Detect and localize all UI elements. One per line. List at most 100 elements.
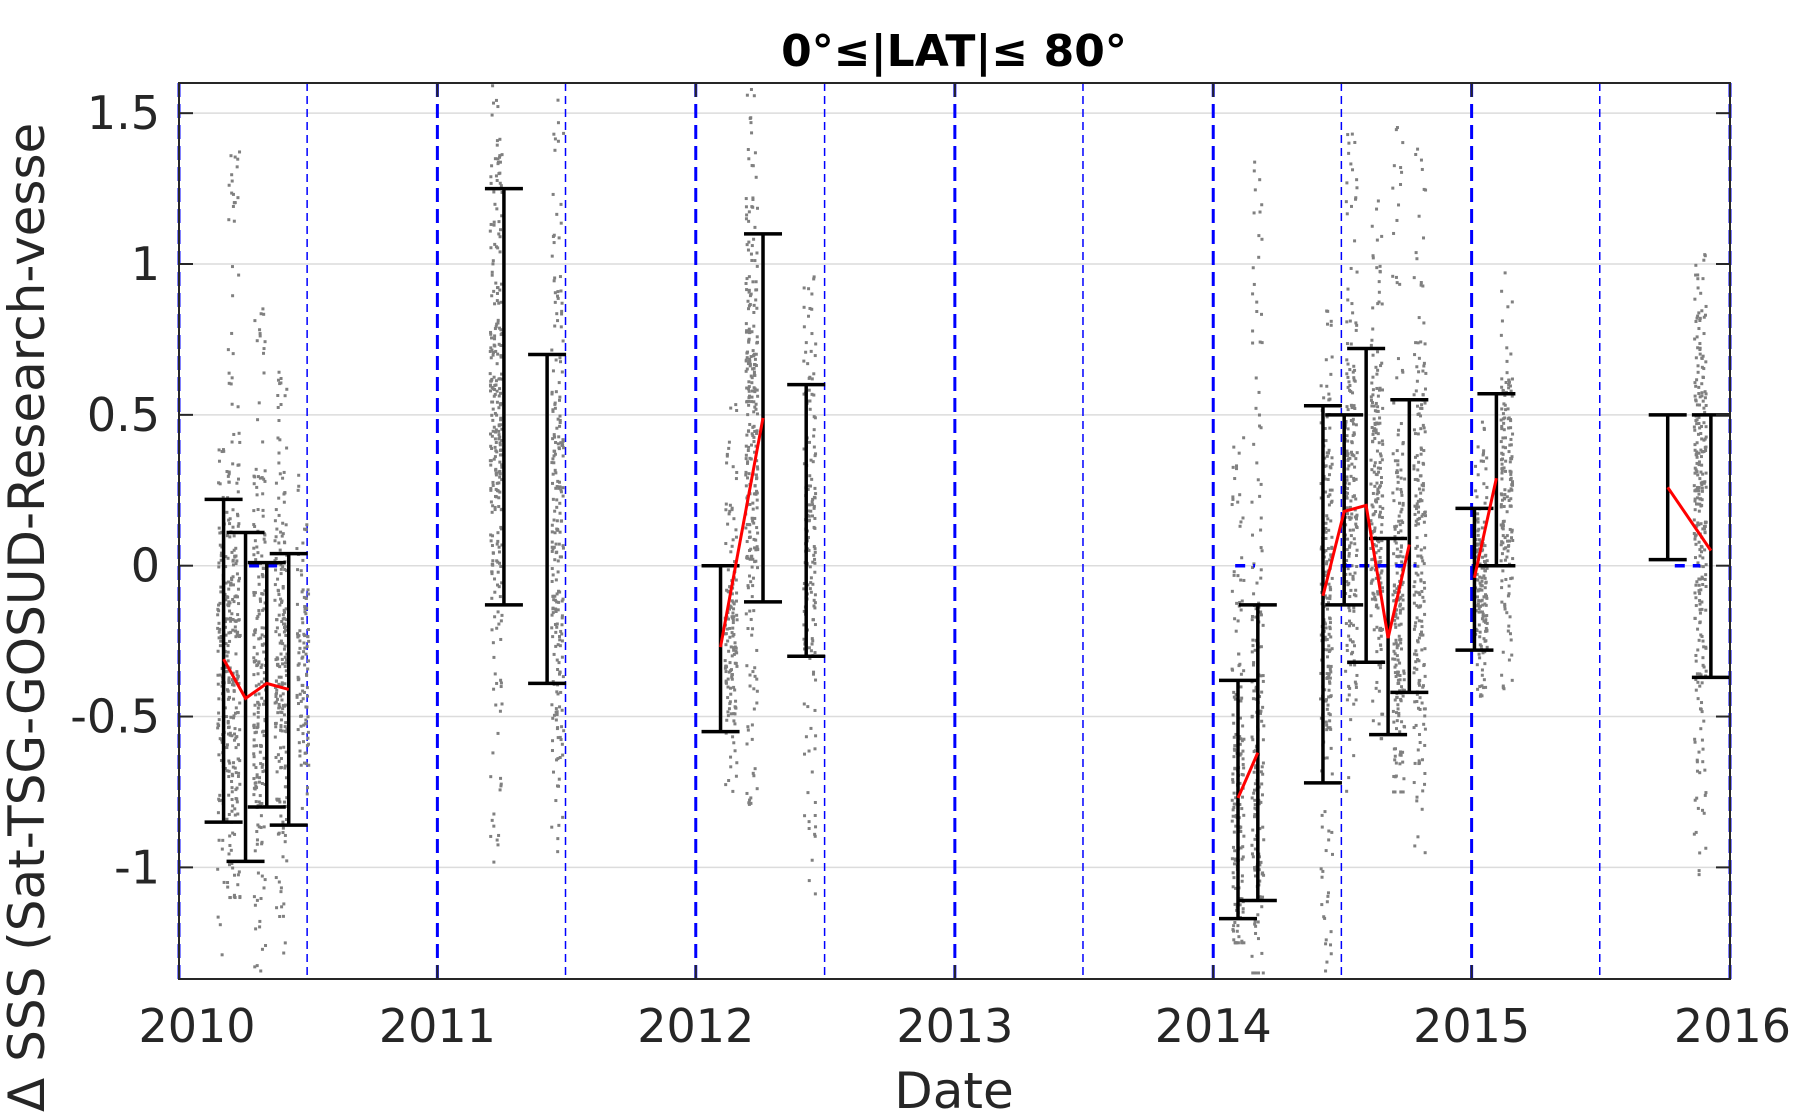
scatter-point (1417, 356, 1421, 360)
scatter-point (253, 319, 257, 323)
scatter-point (1511, 538, 1515, 542)
scatter-point (1481, 459, 1485, 463)
scatter-point (1254, 764, 1258, 768)
scatter-point (257, 692, 261, 696)
scatter-point (1348, 619, 1352, 623)
scatter-point (1395, 547, 1399, 551)
scatter-point (1351, 391, 1355, 395)
scatter-point (1423, 851, 1427, 855)
scatter-point (1353, 140, 1357, 144)
scatter-point (1395, 449, 1399, 453)
scatter-point (491, 504, 495, 508)
scatter-point (812, 604, 816, 608)
scatter-point (1700, 356, 1704, 360)
scatter-point (252, 553, 256, 557)
scatter-point (559, 738, 563, 742)
scatter-point (1395, 571, 1399, 575)
scatter-point (1483, 561, 1487, 565)
scatter-point (1233, 849, 1237, 853)
scatter-point (747, 472, 751, 476)
scatter-point (751, 519, 755, 523)
scatter-point (746, 387, 750, 391)
scatter-point (278, 382, 282, 386)
scatter-point (263, 699, 267, 703)
scatter-point (1346, 427, 1350, 431)
scatter-point (275, 688, 279, 692)
scatter-point (1414, 152, 1418, 156)
scatter-point (1480, 588, 1484, 592)
scatter-point (493, 327, 497, 331)
scatter-point (1423, 771, 1427, 775)
scatter-point (1694, 830, 1698, 834)
scatter-point (497, 394, 501, 398)
scatter-point (1413, 432, 1417, 436)
scatter-point (490, 818, 494, 822)
scatter-point (1328, 558, 1332, 562)
scatter-point (1328, 488, 1332, 492)
scatter-point (1239, 752, 1243, 756)
scatter-point (560, 742, 564, 746)
scatter-point (1354, 685, 1358, 689)
scatter-point (494, 467, 498, 471)
scatter-point (231, 716, 235, 720)
scatter-point (225, 669, 229, 673)
scatter-point (730, 615, 734, 619)
scatter-point (234, 652, 238, 656)
scatter-point (802, 447, 806, 451)
scatter-point (1352, 609, 1356, 613)
scatter-point (225, 654, 229, 658)
scatter-point (558, 418, 562, 422)
scatter-point (1500, 673, 1504, 677)
scatter-point (237, 771, 241, 775)
scatter-point (1395, 281, 1399, 285)
scatter-point (1399, 550, 1403, 554)
scatter-point (494, 428, 498, 432)
scatter-point (259, 826, 263, 830)
scatter-point (1500, 427, 1504, 431)
scatter-point (231, 192, 235, 196)
scatter-point (1371, 254, 1375, 258)
scatter-point (1416, 517, 1420, 521)
scatter-point (276, 711, 280, 715)
scatter-point (754, 473, 758, 477)
scatter-point (1694, 678, 1698, 682)
scatter-point (1401, 521, 1405, 525)
scatter-point (1378, 485, 1382, 489)
scatter-point (1347, 693, 1351, 697)
scatter-point (1704, 645, 1708, 649)
scatter-point (735, 651, 739, 655)
scatter-point (1346, 457, 1350, 461)
scatter-point (802, 702, 806, 706)
scatter-point (301, 588, 305, 592)
scatter-point (226, 697, 230, 701)
scatter-point (260, 874, 264, 878)
scatter-point (1349, 450, 1353, 454)
scatter-point (1478, 643, 1482, 647)
scatter-point (490, 413, 494, 417)
scatter-point (235, 572, 239, 576)
scatter-point (1380, 388, 1384, 392)
scatter-point (1324, 849, 1328, 853)
scatter-point (756, 467, 760, 471)
scatter-point (1700, 486, 1704, 490)
scatter-point (813, 593, 817, 597)
scatter-point (1499, 559, 1503, 563)
scatter-point (552, 132, 556, 136)
scatter-point (1413, 761, 1417, 765)
scatter-point (1234, 732, 1238, 736)
y-tick-label: 1.5 (87, 86, 160, 140)
scatter-point (263, 589, 267, 593)
scatter-point (230, 797, 234, 801)
scatter-point (1393, 665, 1397, 669)
scatter-point (1256, 913, 1260, 917)
scatter-point (753, 516, 757, 520)
scatter-point (1692, 484, 1696, 488)
scatter-point (1700, 483, 1704, 487)
scatter-point (1701, 747, 1705, 751)
scatter-point (498, 490, 502, 494)
scatter-point (225, 595, 229, 599)
scatter-point (734, 706, 738, 710)
scatter-point (500, 372, 504, 376)
scatter-point (1694, 542, 1698, 546)
scatter-point (256, 508, 260, 512)
